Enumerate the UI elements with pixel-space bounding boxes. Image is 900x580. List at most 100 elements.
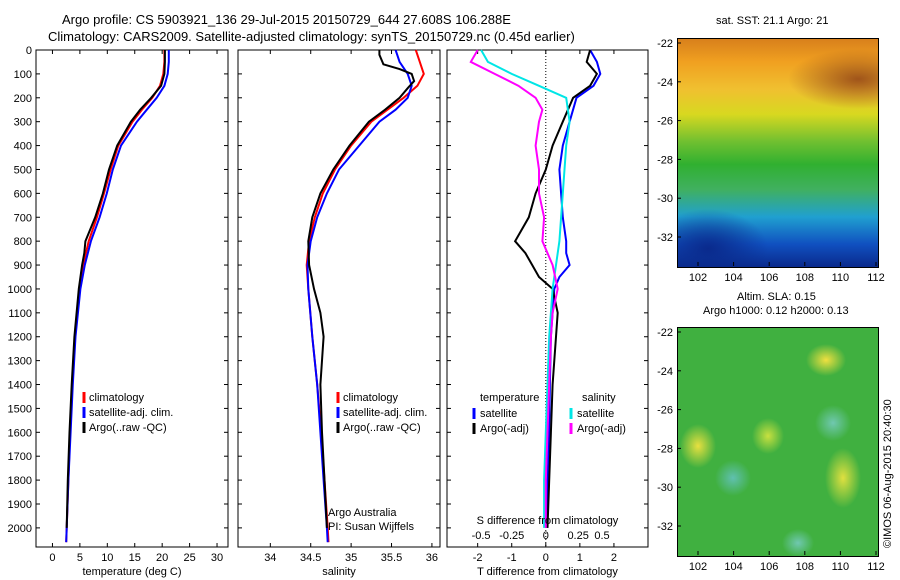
map-x-tick-label: 104 [724, 272, 742, 284]
sla-map-axes: 102 104 106 108 110 112 -22 -24 -26 -28 -30 -32 [657, 327, 885, 573]
sst-map-axes: 102 104 106 108 110 112 -22 -24 -26 -28 -30 -32 [657, 38, 885, 284]
y-tick-label: 800 [14, 236, 32, 248]
map-y-tick-label: -24 [657, 366, 673, 378]
sst-heatmap [677, 38, 879, 268]
y-tick-label: 700 [14, 212, 32, 224]
map-y-tick-label: -30 [657, 193, 673, 205]
sla-map-title-line1: Altim. SLA: 0.15 [737, 291, 816, 303]
y-tick-label: 300 [14, 117, 32, 129]
y-tick-label: 1600 [8, 427, 32, 439]
panel-frame [237, 49, 441, 548]
series-line [307, 50, 416, 528]
map-x-tick-label: 110 [832, 561, 850, 573]
x-axis-label: T difference from climatology [477, 566, 618, 578]
legend-heading: temperature [480, 392, 539, 404]
figure-title-line1: Argo profile: CS 5903921_136 29-Jul-2015… [62, 12, 511, 27]
x-tick-label: 34 [264, 552, 276, 564]
y-tick-label: 1800 [8, 475, 32, 487]
top-axis-label: S difference from climatology [477, 515, 619, 527]
top-tick-label: -0.25 [499, 530, 524, 542]
y-tick-label: 900 [14, 260, 32, 272]
y-tick-label: 1000 [8, 284, 32, 296]
map-y-tick-label: -32 [657, 232, 673, 244]
x-tick-label: 2 [611, 552, 617, 564]
panel-0: 0100200300400500600700800900100011001200… [8, 45, 229, 578]
x-axis-label: temperature (deg C) [82, 566, 181, 578]
y-tick-label: 100 [14, 69, 32, 81]
top-tick-label: 0.25 [567, 530, 588, 542]
legend-label: climatology [89, 392, 145, 404]
panel-2: -2 -1 0 1 2 T difference from climatology temp… [446, 49, 649, 578]
sst-map-title: sat. SST: 21.1 Argo: 21 [716, 15, 829, 27]
x-tick-label: 5 [77, 552, 83, 564]
y-tick-label: 1500 [8, 403, 32, 415]
y-tick-label: 1200 [8, 332, 32, 344]
sla-map-title-line2: Argo h1000: 0.12 h2000: 0.13 [703, 305, 849, 317]
x-tick-label: 10 [101, 552, 113, 564]
legend-label: Argo(..raw -QC) [89, 422, 167, 434]
legend-label: satellite [480, 408, 517, 420]
series-line [513, 49, 599, 528]
top-tick-label: 0 [543, 530, 549, 542]
y-tick-label: 500 [14, 164, 32, 176]
y-tick-label: 0 [26, 45, 32, 57]
x-tick-label: 1 [577, 552, 583, 564]
x-tick-label: 30 [211, 552, 223, 564]
legend-label: Argo(-adj) [577, 423, 626, 435]
y-tick-label: 400 [14, 141, 32, 153]
legend-heading: salinity [582, 392, 616, 404]
y-tick-label: 2000 [8, 523, 32, 535]
map-x-tick-label: 112 [867, 561, 885, 573]
legend-label: Argo(..raw -QC) [343, 422, 421, 434]
top-tick-label: -0.5 [472, 530, 491, 542]
y-tick-label: 1300 [8, 356, 32, 368]
imos-timestamp: ©IMOS 06-Aug-2015 20:40:30 [882, 399, 894, 548]
legend-label: satellite-adj. clim. [343, 407, 427, 419]
x-tick-label: -1 [507, 552, 517, 564]
map-x-tick-label: 106 [760, 561, 778, 573]
map-y-tick-label: -24 [657, 77, 673, 89]
map-y-tick-label: -28 [657, 154, 673, 166]
map-y-tick-label: -30 [657, 482, 673, 494]
legend-label: satellite [577, 408, 614, 420]
map-y-tick-label: -26 [657, 116, 673, 128]
y-tick-label: 1700 [8, 451, 32, 463]
y-tick-label: 200 [14, 93, 32, 105]
series-line [65, 50, 170, 543]
series-line [65, 50, 166, 528]
map-y-tick-label: -28 [657, 443, 673, 455]
map-y-tick-label: -32 [657, 521, 673, 533]
x-tick-label: 25 [183, 552, 195, 564]
panel-frame [35, 49, 229, 548]
x-tick-label: 35 [345, 552, 357, 564]
figure-title-line2: Climatology: CARS2009. Satellite-adjuste… [48, 29, 575, 44]
panel-1: 34 34.5 35 35.5 36 salinity climatology satelli… [237, 49, 441, 578]
x-tick-label: -2 [473, 552, 483, 564]
y-tick-label: 600 [14, 188, 32, 200]
map-y-tick-label: -26 [657, 405, 673, 417]
map-x-tick-label: 104 [724, 561, 742, 573]
y-tick-label: 1900 [8, 499, 32, 511]
map-x-tick-label: 108 [796, 272, 814, 284]
legend-label: satellite-adj. clim. [89, 407, 173, 419]
x-tick-label: 36 [426, 552, 438, 564]
map-x-tick-label: 110 [832, 272, 850, 284]
top-tick-label: 0.5 [594, 530, 609, 542]
sla-heatmap [677, 327, 879, 557]
series-line [469, 49, 559, 528]
annotation-text: PI: Susan Wijffels [328, 521, 414, 533]
x-tick-label: 20 [156, 552, 168, 564]
map-x-tick-label: 102 [689, 272, 707, 284]
map-x-tick-label: 112 [867, 272, 885, 284]
x-tick-label: 35.5 [381, 552, 402, 564]
series-line [306, 49, 413, 543]
map-y-tick-label: -22 [657, 327, 673, 339]
annotation-text: Argo Australia [328, 507, 397, 519]
x-tick-label: 0 [543, 552, 549, 564]
x-tick-label: 0 [49, 552, 55, 564]
map-y-tick-label: -22 [657, 38, 673, 50]
legend-label: climatology [343, 392, 399, 404]
map-x-tick-label: 108 [796, 561, 814, 573]
y-tick-label: 1400 [8, 380, 32, 392]
